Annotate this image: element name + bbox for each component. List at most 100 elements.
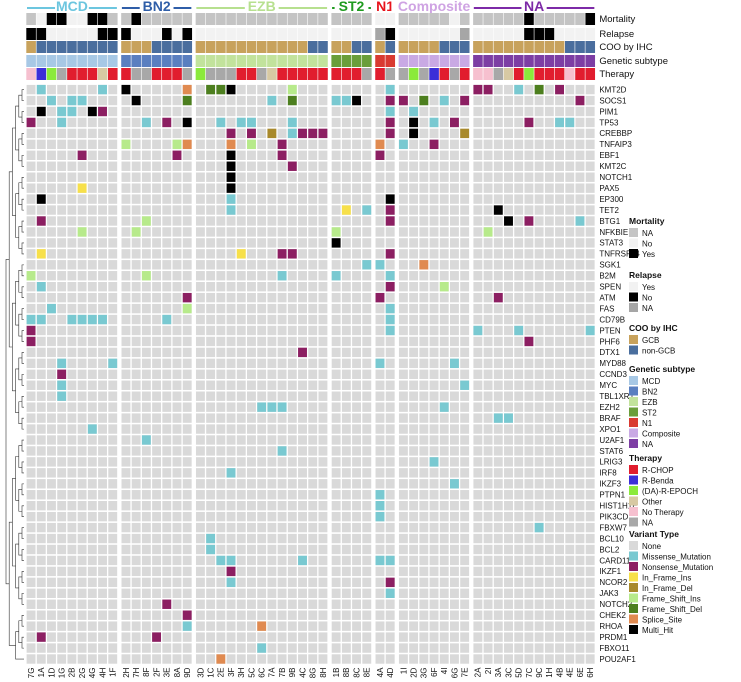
cell-ccnd3-7g — [26, 369, 36, 379]
cell-dtx1-8a — [172, 347, 182, 358]
cell-pou2af1-4c — [298, 654, 307, 664]
cell-ncor2-1a — [36, 577, 46, 588]
title-bg-bn2 — [139, 0, 174, 12]
track-relapse-4c — [297, 28, 308, 40]
cell-sgk1-3h — [236, 260, 246, 270]
cell-jak3-2g — [77, 588, 87, 598]
cell-ikzf3-8h — [318, 479, 328, 489]
cell-myd88-1a — [36, 358, 46, 369]
cell-tet2-1i — [398, 205, 408, 215]
mut-rhoa-9d — [182, 621, 192, 631]
track-coo-by-ihc-2a — [473, 41, 483, 53]
cell-ccnd3-1h — [544, 369, 554, 379]
legend-label-genetic-subtype-ezb: EZB — [642, 398, 658, 407]
cell-pax5-4i — [439, 183, 449, 193]
cell-braf-2i — [483, 413, 493, 423]
cell-tnfaip3-3g — [419, 139, 429, 150]
cell-card11-9d — [182, 555, 192, 566]
sample-label-4b: 4B — [555, 668, 564, 678]
cell-nfkbie-6g — [450, 227, 459, 237]
dendro-branch — [18, 94, 22, 118]
cell-braf-8c — [352, 413, 362, 423]
cell-tnfaip3-9b — [287, 139, 297, 150]
cell-ep300-8e — [362, 194, 372, 204]
sample-label-4d: 4D — [386, 667, 395, 677]
cell-hist1h1e-4i — [439, 501, 449, 511]
cell-tnfaip3-1g — [57, 139, 67, 150]
cell-nfkbie-3a — [493, 227, 503, 237]
cell-tbl1xr1-1d — [47, 391, 56, 401]
cell-ezh2-4a — [375, 402, 385, 412]
cell-myd88-8h — [318, 358, 328, 369]
cell-ezh2-2a — [473, 402, 483, 412]
cell-pax5-2b — [67, 183, 77, 193]
cell-tnfaip3-8e — [362, 139, 372, 150]
cell-rhoa-5d — [514, 621, 524, 631]
track-genetic-subtype-8h — [318, 55, 328, 67]
legend-swatch-relapse-no — [629, 292, 638, 302]
cell-nfkbie-9c — [534, 227, 544, 237]
cell-bcl10-4g — [87, 533, 97, 544]
cell-braf-2b — [67, 413, 77, 423]
cell-ebf1-7e — [460, 150, 470, 160]
cell-atm-5c — [247, 292, 256, 303]
track-relapse-7e — [459, 28, 470, 40]
cell-chek2-6e — [575, 610, 585, 620]
cell-tet2-6h — [585, 205, 595, 215]
cell-tet2-9d — [182, 205, 192, 215]
cell-myd88-2f — [152, 358, 162, 369]
track-relapse-4i — [439, 28, 450, 40]
cell-u2af1-3c — [504, 435, 513, 445]
legend-swatch-therapy-no-therapy — [629, 507, 638, 516]
cell-sgk1-2g — [77, 260, 87, 270]
cell-prdm1-2i — [483, 632, 493, 642]
cell-pax5-7h — [131, 183, 141, 193]
cell-fbxo11-7e — [460, 643, 470, 653]
cell-pik3cd-4d — [385, 511, 395, 522]
cell-u2af1-2a — [473, 435, 483, 445]
cell-spen-8g — [308, 282, 318, 292]
cell-ep300-3e — [162, 194, 172, 204]
sample-label-8h: 8H — [319, 667, 328, 677]
track-mortality-3d — [195, 13, 206, 25]
cell-kmt2d-8h — [318, 84, 328, 95]
cell-ikzf3-1f — [108, 479, 118, 489]
cell-ikzf1-9c — [534, 566, 544, 577]
cell-socs1-4c — [298, 95, 307, 106]
cell-fas-8e — [362, 303, 372, 314]
gene-label-chek2: CHEK2 — [599, 611, 626, 620]
mut-bcl2-1c — [206, 544, 216, 555]
cell-phf6-3f — [226, 336, 236, 347]
track-coo-by-ihc-6c — [256, 41, 267, 53]
cell-fbxw7-6e — [575, 522, 585, 533]
cell-b2m-4e — [565, 271, 575, 281]
cell-sgk1-7e — [460, 260, 470, 270]
cell-stat6-2i — [483, 446, 493, 456]
cell-fas-3e — [162, 303, 172, 314]
cell-dtx1-8c — [352, 347, 362, 358]
cell-myd88-4b — [555, 358, 564, 369]
mut-socs1-7e — [460, 95, 470, 106]
group-title-st2: ST2 — [339, 0, 365, 14]
cell-kmt2c-4d — [385, 161, 395, 171]
cell-card11-3e — [162, 555, 172, 566]
cell-bcl10-4e — [565, 533, 575, 544]
cell-ikzf3-1h — [544, 479, 554, 489]
cell-u2af1-2g — [77, 435, 87, 445]
cell-jak3-9b — [287, 588, 297, 598]
cell-card11-7c — [524, 555, 534, 566]
cell-btg1-1c — [206, 216, 216, 226]
cell-prdm1-4i — [439, 632, 449, 642]
cell-myc-6g — [450, 380, 459, 390]
cell-notch2-1b — [331, 599, 341, 609]
gene-label-kmt2d: KMT2D — [599, 85, 626, 94]
cell-nfkbie-3g — [419, 227, 429, 237]
cell-pax5-1f — [108, 183, 118, 193]
cell-pim1-8h — [318, 106, 328, 117]
cell-ikzf1-1g — [57, 566, 67, 577]
cell-pax5-1i — [398, 183, 408, 193]
cell-ccnd3-7a — [267, 369, 277, 379]
cell-btg1-4b — [555, 216, 564, 226]
cell-pten-8g — [308, 325, 318, 336]
cell-pax5-6c — [257, 183, 267, 193]
